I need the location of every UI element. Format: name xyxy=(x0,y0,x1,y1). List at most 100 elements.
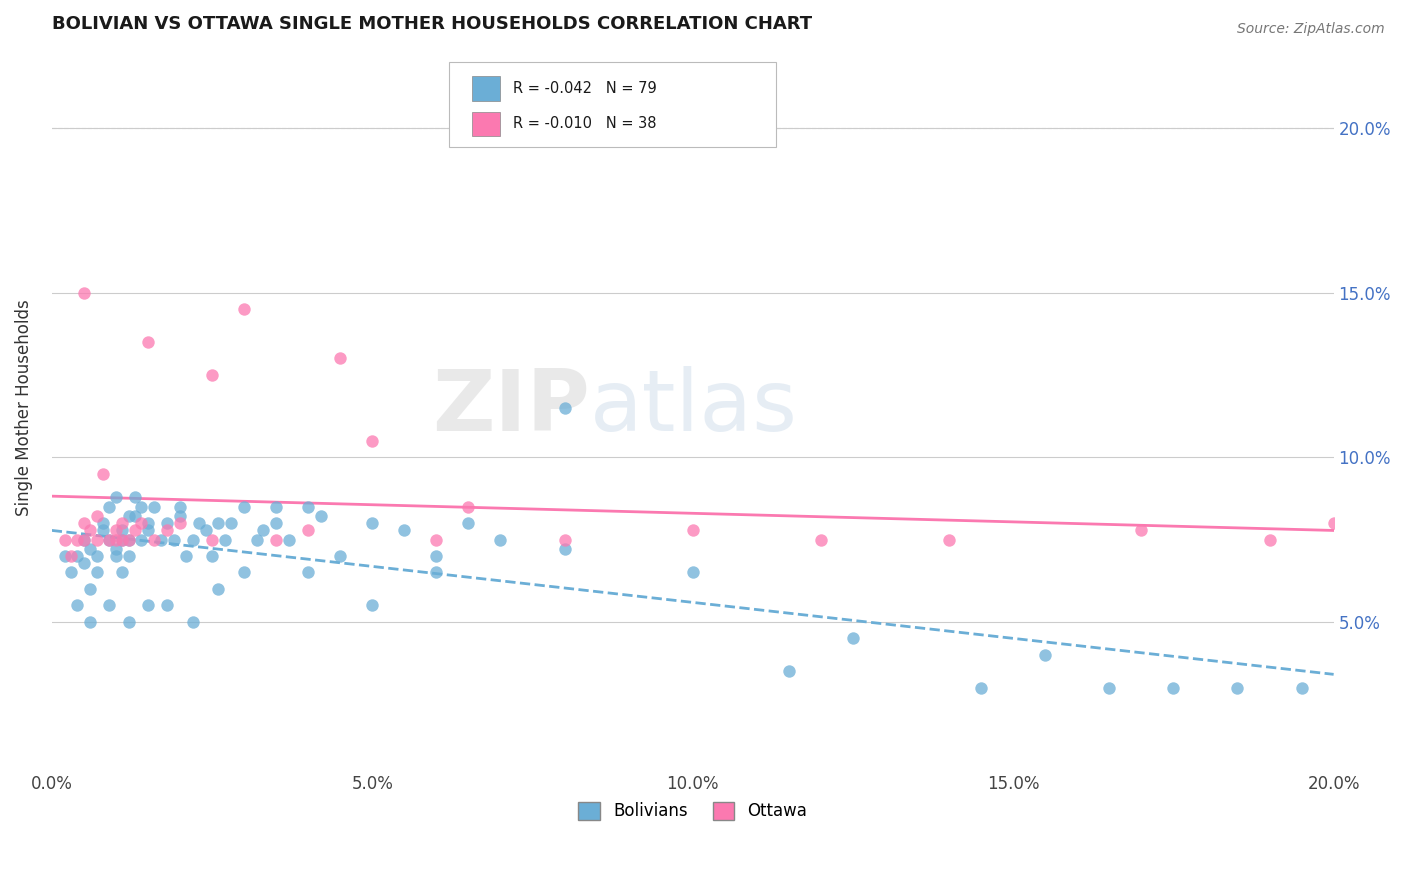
Text: atlas: atlas xyxy=(591,367,799,450)
Point xyxy=(156,516,179,530)
Point xyxy=(91,516,114,530)
Point xyxy=(252,523,274,537)
Point xyxy=(162,533,184,547)
Point xyxy=(86,509,108,524)
Point xyxy=(489,533,512,547)
Point xyxy=(59,566,82,580)
Point xyxy=(118,533,141,547)
Text: Source: ZipAtlas.com: Source: ZipAtlas.com xyxy=(1237,22,1385,37)
Point xyxy=(73,533,96,547)
Point xyxy=(201,549,224,563)
Point xyxy=(79,542,101,557)
Point xyxy=(124,490,146,504)
Point xyxy=(553,401,575,415)
Point xyxy=(136,516,159,530)
Point xyxy=(98,500,121,514)
Point xyxy=(361,434,384,448)
Point xyxy=(425,566,447,580)
Point xyxy=(98,533,121,547)
Point xyxy=(425,533,447,547)
Point xyxy=(98,599,121,613)
Point xyxy=(156,523,179,537)
Point xyxy=(104,490,127,504)
Point xyxy=(104,542,127,557)
Point xyxy=(111,516,134,530)
Point xyxy=(104,533,127,547)
Point xyxy=(277,533,299,547)
Point xyxy=(118,533,141,547)
Point xyxy=(1226,681,1249,695)
Point xyxy=(53,549,76,563)
Point xyxy=(73,516,96,530)
Point xyxy=(79,615,101,629)
Point xyxy=(86,566,108,580)
Point xyxy=(246,533,269,547)
Point xyxy=(1130,523,1153,537)
Bar xyxy=(472,77,501,101)
Point xyxy=(169,516,191,530)
Point xyxy=(394,523,416,537)
Point xyxy=(98,533,121,547)
Point xyxy=(1323,516,1346,530)
Point xyxy=(66,533,89,547)
Point xyxy=(553,533,575,547)
Point xyxy=(73,556,96,570)
Point xyxy=(104,549,127,563)
Point xyxy=(136,523,159,537)
Point xyxy=(111,533,134,547)
Point xyxy=(66,549,89,563)
Point xyxy=(361,516,384,530)
Point xyxy=(124,523,146,537)
Point xyxy=(181,615,204,629)
Point xyxy=(131,500,153,514)
Point xyxy=(59,549,82,563)
Point xyxy=(73,285,96,300)
Point xyxy=(309,509,332,524)
Point xyxy=(136,599,159,613)
Point xyxy=(457,500,479,514)
Point xyxy=(425,549,447,563)
Point xyxy=(264,500,287,514)
Point xyxy=(143,500,166,514)
Point xyxy=(111,566,134,580)
Y-axis label: Single Mother Households: Single Mother Households xyxy=(15,300,32,516)
Point xyxy=(149,533,172,547)
Point xyxy=(143,533,166,547)
Point xyxy=(176,549,198,563)
Point xyxy=(233,566,256,580)
Point xyxy=(207,516,229,530)
Point xyxy=(188,516,211,530)
Point xyxy=(91,467,114,481)
Point xyxy=(938,533,960,547)
Point xyxy=(169,500,191,514)
Bar xyxy=(472,112,501,136)
Point xyxy=(79,582,101,596)
Point xyxy=(181,533,204,547)
Point xyxy=(201,533,224,547)
Legend: Bolivians, Ottawa: Bolivians, Ottawa xyxy=(571,795,814,827)
Text: BOLIVIAN VS OTTAWA SINGLE MOTHER HOUSEHOLDS CORRELATION CHART: BOLIVIAN VS OTTAWA SINGLE MOTHER HOUSEHO… xyxy=(52,15,811,33)
FancyBboxPatch shape xyxy=(449,62,776,147)
Point xyxy=(73,533,96,547)
Text: R = -0.010   N = 38: R = -0.010 N = 38 xyxy=(513,116,657,131)
Point xyxy=(104,523,127,537)
Point xyxy=(214,533,236,547)
Point xyxy=(264,533,287,547)
Point xyxy=(169,509,191,524)
Point xyxy=(842,632,865,646)
Point xyxy=(1098,681,1121,695)
Point xyxy=(156,599,179,613)
Point xyxy=(53,533,76,547)
Point xyxy=(233,301,256,316)
Point xyxy=(207,582,229,596)
Point xyxy=(1163,681,1185,695)
Point xyxy=(297,500,319,514)
Point xyxy=(111,533,134,547)
Point xyxy=(79,523,101,537)
Point xyxy=(86,549,108,563)
Point xyxy=(201,368,224,382)
Point xyxy=(297,566,319,580)
Point xyxy=(810,533,832,547)
Point xyxy=(1291,681,1313,695)
Point xyxy=(1258,533,1281,547)
